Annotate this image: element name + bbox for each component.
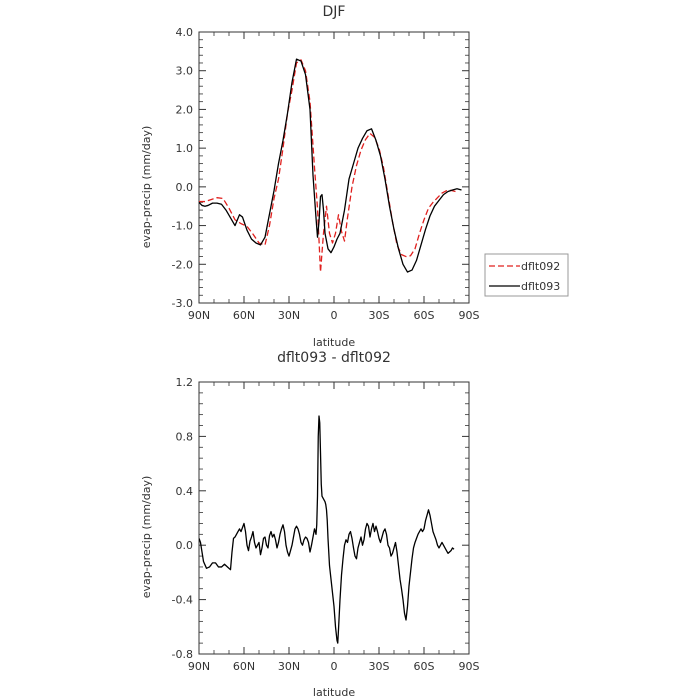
top-x-tick-label: 30S <box>369 309 390 322</box>
bottom-x-tick-label: 60N <box>233 660 255 673</box>
top-x-tick-label: 60S <box>414 309 435 322</box>
bottom-x-axis-label: latitude <box>313 686 355 699</box>
bottom-y-axis-label-group: evap-precip (mm/day) <box>140 476 153 599</box>
top-y-tick-label: -1.0 <box>172 220 193 233</box>
top-series-line-dflt092 <box>199 59 456 273</box>
top-plot-frame <box>198 31 470 304</box>
top-y-axis-label-group: evap-precip (mm/day) <box>140 126 153 249</box>
bottom-y-tick-label: -0.4 <box>172 594 193 607</box>
bottom-panel: dflt093 - dflt092 evap-precip (mm/day) l… <box>140 350 480 699</box>
bottom-y-axis-label: evap-precip (mm/day) <box>140 476 153 599</box>
bottom-x-tick-label: 30N <box>278 660 300 673</box>
bottom-y-tick-label: 0.4 <box>176 485 194 498</box>
top-y-tick-label: -3.0 <box>172 297 193 310</box>
legend-label-dflt092: dflt092 <box>521 260 560 273</box>
bottom-plot-area: -0.8 -0.4 0.0 0.4 0.8 1.2 90N 60N 30N 0 30S 60S 90S <box>172 376 480 673</box>
top-y-tick-label: 0.0 <box>176 181 194 194</box>
bottom-x-tick-label: 90S <box>459 660 480 673</box>
bottom-y-tick-label: 0.8 <box>176 430 194 443</box>
legend: dflt092 dflt093 <box>484 253 569 297</box>
top-x-tick-label: 0 <box>331 309 338 322</box>
bottom-x-tick-label: 30S <box>369 660 390 673</box>
top-y-tick-label: 4.0 <box>176 26 194 39</box>
top-x-tick-label: 90S <box>459 309 480 322</box>
top-y-tick-label: 1.0 <box>176 142 194 155</box>
bottom-x-tick-label: 60S <box>414 660 435 673</box>
bottom-x-tick-label: 0 <box>331 660 338 673</box>
top-y-tick-label: 3.0 <box>176 65 194 78</box>
top-plot-area: -3.0 -2.0 -1.0 0.0 1.0 2.0 3.0 4.0 90N 60N 30N 0 30S… <box>172 26 480 322</box>
top-x-axis-label: latitude <box>313 336 355 349</box>
bottom-y-tick-label: -0.8 <box>172 648 193 661</box>
bottom-chart-title: dflt093 - dflt092 <box>277 350 391 366</box>
top-x-tick-label: 30N <box>278 309 300 322</box>
bottom-y-tick-label: 0.0 <box>176 539 194 552</box>
bottom-y-tick-label: 1.2 <box>176 376 194 389</box>
bottom-series-line-series-0 <box>199 415 455 644</box>
legend-box <box>484 253 569 297</box>
top-y-tick-label: 2.0 <box>176 103 194 116</box>
top-y-tick-label: -2.0 <box>172 258 193 271</box>
legend-label-dflt093: dflt093 <box>521 280 560 293</box>
top-panel: DJF evap-precip (mm/day) latitude -3.0 -2… <box>140 4 569 349</box>
top-y-axis-label: evap-precip (mm/day) <box>140 126 153 249</box>
top-x-tick-label: 60N <box>233 309 255 322</box>
top-x-tick-label: 90N <box>188 309 210 322</box>
top-series-line-dflt093 <box>199 58 462 273</box>
top-chart-title: DJF <box>323 4 346 20</box>
bottom-x-tick-label: 90N <box>188 660 210 673</box>
